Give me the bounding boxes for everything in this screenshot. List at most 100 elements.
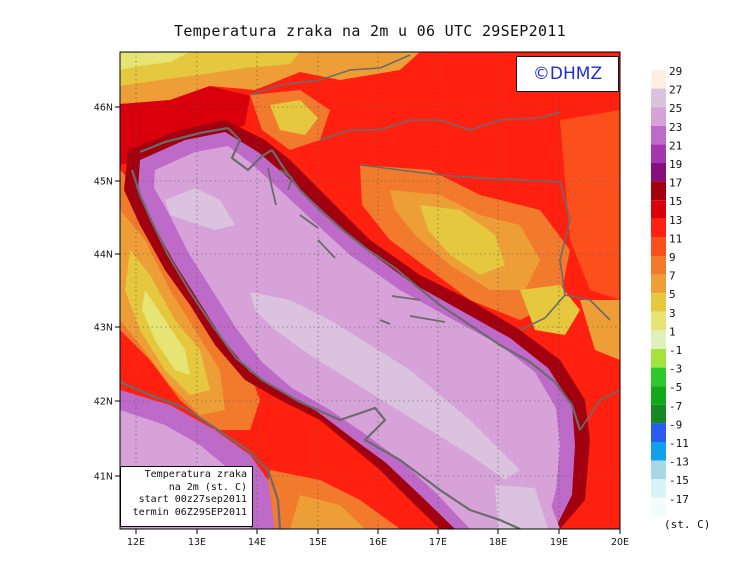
legend-label: -7 bbox=[669, 400, 682, 413]
legend-swatch bbox=[651, 144, 666, 163]
map-frame bbox=[119, 51, 621, 530]
legend-swatch bbox=[651, 367, 666, 387]
lon-tick-label: 13E bbox=[188, 537, 206, 548]
lat-tick-label: 41N bbox=[94, 472, 113, 483]
lat-tick-label: 46N bbox=[94, 103, 113, 114]
lon-tick-label: 19E bbox=[550, 537, 568, 548]
legend-label: 27 bbox=[669, 84, 682, 97]
adriatic-core bbox=[250, 292, 520, 480]
bosnia-yellow bbox=[420, 205, 505, 275]
legend-label: 1 bbox=[669, 325, 676, 338]
legend-label: 15 bbox=[669, 195, 682, 208]
lat-tick-label: 43N bbox=[94, 323, 113, 334]
legend-label: 25 bbox=[669, 102, 682, 115]
island-krk bbox=[279, 169, 294, 191]
legend-label: 11 bbox=[669, 232, 682, 245]
legend-swatch bbox=[651, 125, 666, 145]
legend-swatch bbox=[651, 256, 666, 275]
border-montenegro bbox=[519, 294, 611, 331]
lat-tick-label: 44N bbox=[94, 250, 113, 261]
legend-label: 7 bbox=[669, 270, 676, 283]
lat-tick-label: 42N bbox=[94, 397, 113, 408]
island-dugi-otok bbox=[317, 239, 336, 259]
country-borders bbox=[249, 54, 620, 431]
dalmatia-coastline bbox=[271, 149, 582, 431]
temperature-field bbox=[120, 52, 620, 529]
lon-tick-label: 17E bbox=[429, 537, 447, 548]
info-line-1: Temperatura zraka bbox=[144, 469, 247, 480]
islands bbox=[267, 167, 446, 325]
lon-tick-label: 12E bbox=[127, 537, 145, 548]
legend-swatch bbox=[651, 70, 666, 89]
legend-swatch bbox=[651, 479, 666, 498]
legend-swatch bbox=[651, 237, 666, 256]
legend-swatch bbox=[651, 404, 666, 424]
map-title: Temperatura zraka na 2m u 06 UTC 29SEP20… bbox=[174, 22, 566, 40]
legend-label: 17 bbox=[669, 177, 682, 190]
legend-swatch bbox=[651, 218, 666, 238]
lon-tick-label: 15E bbox=[309, 537, 327, 548]
slovenia-yellow bbox=[270, 100, 318, 135]
legend-label: -9 bbox=[669, 418, 682, 431]
legend-label: 5 bbox=[669, 288, 676, 301]
legend-swatch bbox=[651, 386, 666, 405]
lon-tick-label: 16E bbox=[369, 537, 387, 548]
border-north bbox=[249, 54, 411, 96]
dhmz-logo: ©DHMZ bbox=[516, 56, 619, 92]
border-bosnia-serbia bbox=[559, 181, 571, 296]
north-adriatic-core bbox=[165, 188, 235, 230]
legend-label: 29 bbox=[669, 65, 682, 78]
legend-swatch bbox=[651, 349, 666, 368]
legend-label: -1 bbox=[669, 344, 682, 357]
alpine-pale-zone bbox=[120, 52, 190, 70]
legend-label: 21 bbox=[669, 139, 682, 152]
istria-coastline bbox=[227, 127, 273, 172]
italy-east-coastline bbox=[130, 126, 521, 529]
legend-label: 19 bbox=[669, 158, 682, 171]
legend-label: -13 bbox=[669, 456, 689, 469]
legend-label: -5 bbox=[669, 381, 682, 394]
legend-swatch bbox=[651, 497, 666, 517]
legend-swatch bbox=[651, 163, 666, 182]
legend-swatch bbox=[651, 181, 666, 201]
graticule bbox=[120, 52, 620, 529]
coastlines bbox=[120, 126, 582, 529]
longitude-axis: 12E 13E 14E 15E 16E 17E 18E 19E 20E bbox=[127, 529, 629, 548]
legend-label: -17 bbox=[669, 493, 689, 506]
legend-swatch bbox=[651, 107, 666, 126]
ionian-core bbox=[495, 485, 548, 529]
kosovo-yellow bbox=[580, 300, 620, 360]
italy-west-coastline bbox=[120, 380, 282, 529]
legend-label: 23 bbox=[669, 121, 682, 134]
legend-label: 3 bbox=[669, 307, 676, 320]
legend-swatch bbox=[651, 330, 666, 349]
border-croatia-hungary bbox=[319, 111, 561, 141]
serbia-orange bbox=[560, 110, 620, 300]
border-croatia-bosnia bbox=[359, 164, 561, 183]
legend-swatch bbox=[651, 88, 666, 108]
color-legend: 29 27 25 23 21 19 17 15 13 11 9 7 5 3 1 -1 -3 -5 -7 -9 -11 -1… bbox=[651, 65, 689, 517]
legend-swatch bbox=[651, 311, 666, 331]
island-vis bbox=[379, 319, 391, 325]
lon-tick-label: 14E bbox=[248, 537, 266, 548]
apennines-yellow bbox=[125, 250, 210, 395]
info-line-4: termin 06Z29SEP2011 bbox=[132, 506, 247, 518]
legend-label: -3 bbox=[669, 363, 682, 376]
legend-label: -15 bbox=[669, 474, 689, 487]
legend-swatch bbox=[651, 274, 666, 294]
info-line-3: start 00z27sep2011 bbox=[138, 494, 247, 505]
legend-swatch bbox=[651, 200, 666, 219]
legend-label: 13 bbox=[669, 214, 682, 227]
legend-label: 9 bbox=[669, 251, 676, 264]
island-cres bbox=[267, 167, 277, 206]
border-albania bbox=[579, 389, 620, 431]
legend-unit: (st. C) bbox=[664, 518, 710, 531]
island-pag bbox=[299, 214, 319, 229]
info-line-2: na 2m (st. C) bbox=[168, 481, 247, 493]
apennines-pale bbox=[142, 290, 190, 375]
legend-swatch bbox=[651, 460, 666, 480]
lon-tick-label: 18E bbox=[489, 537, 507, 548]
latitude-axis: 46N 45N 44N 43N 42N 41N bbox=[94, 103, 120, 483]
legend-swatch bbox=[651, 423, 666, 442]
